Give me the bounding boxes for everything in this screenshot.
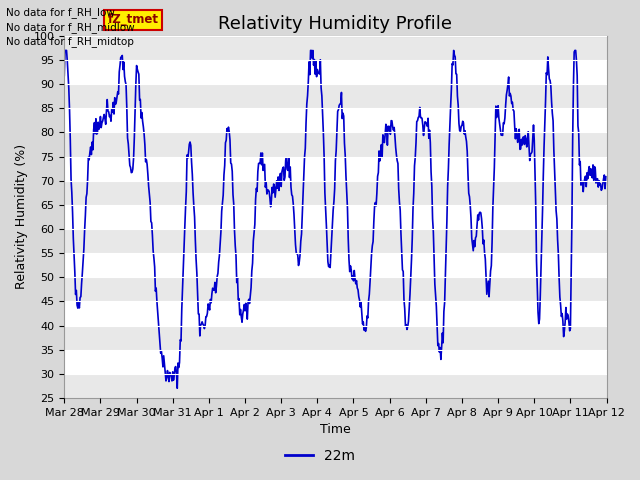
Bar xyxy=(64,132,607,156)
Legend: 22m: 22m xyxy=(280,443,360,468)
Bar xyxy=(64,277,607,301)
Text: No data for f_RH_midtop: No data for f_RH_midtop xyxy=(6,36,134,47)
Text: fZ_tmet: fZ_tmet xyxy=(108,13,159,26)
Bar xyxy=(64,325,607,349)
Bar xyxy=(64,229,607,253)
Bar xyxy=(64,84,607,108)
Bar xyxy=(64,36,607,60)
Y-axis label: Relativity Humidity (%): Relativity Humidity (%) xyxy=(15,144,28,289)
Bar xyxy=(64,374,607,398)
Text: No data for f_RH_low: No data for f_RH_low xyxy=(6,7,115,18)
Bar xyxy=(64,181,607,205)
Title: Relativity Humidity Profile: Relativity Humidity Profile xyxy=(218,15,452,33)
X-axis label: Time: Time xyxy=(320,423,351,436)
Text: No data for f_RH_midlow: No data for f_RH_midlow xyxy=(6,22,135,33)
